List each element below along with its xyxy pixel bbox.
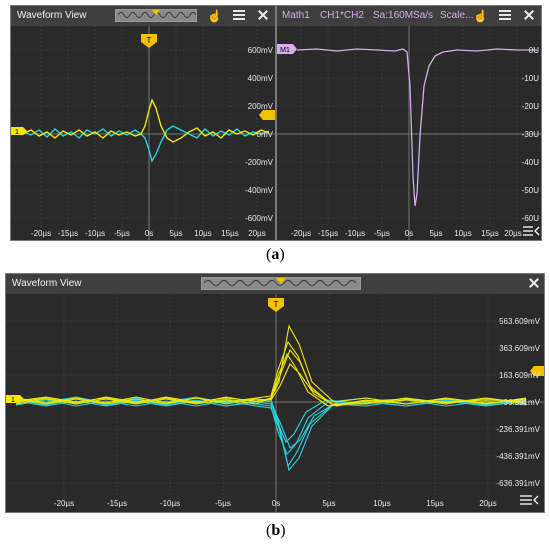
- y-tick: -636.391mV: [496, 479, 540, 488]
- y-tick: -600mV: [245, 214, 274, 223]
- x-tick: -10µs: [85, 229, 105, 238]
- x-tick: -5µs: [374, 229, 390, 238]
- title-bar: Waveform View ☝: [11, 6, 275, 26]
- math-expression[interactable]: CH1*CH2: [320, 10, 364, 21]
- x-tick: 20µs: [248, 229, 266, 238]
- x-tick: 0s: [405, 229, 413, 238]
- scale-setting[interactable]: Scale...: [440, 10, 474, 21]
- waveform-plot-a-left: T 1 600mV 400mV 200mV 0mV -200mV -400mV …: [11, 26, 275, 240]
- y-tick: -50U: [522, 186, 540, 195]
- waveform-plot-a-right: M1 0U -10U -20U -30U -40U -50U -60U -20µ…: [277, 26, 541, 240]
- x-tick: 15µs: [221, 229, 239, 238]
- y-axis-ticks: 600mV 400mV 200mV 0mV -200mV -400mV -600…: [245, 46, 274, 223]
- x-tick: 15µs: [426, 499, 444, 508]
- x-tick: -20µs: [291, 229, 311, 238]
- menu-icon[interactable]: [233, 10, 245, 21]
- channel1-marker[interactable]: 1: [6, 395, 24, 404]
- trigger-level-marker[interactable]: [259, 110, 275, 120]
- menu-icon[interactable]: [499, 10, 511, 21]
- y-tick: -10U: [522, 74, 540, 83]
- x-tick: 5µs: [429, 229, 442, 238]
- close-icon[interactable]: [528, 277, 540, 289]
- panel-title: Waveform View: [12, 278, 82, 289]
- trigger-marker[interactable]: T: [268, 298, 284, 312]
- x-axis-ticks: -20µs -15µs -10µs -5µs 0s 5µs 10µs 15µs …: [31, 229, 266, 238]
- trigger-label: T: [147, 36, 152, 45]
- math-label: M1: [280, 47, 290, 54]
- close-icon[interactable]: [523, 9, 535, 21]
- ch1-trace: [22, 98, 270, 143]
- x-tick: 10µs: [194, 229, 212, 238]
- y-tick: 0mV: [257, 130, 274, 139]
- touch-gesture-icon[interactable]: ☝: [207, 9, 222, 23]
- x-tick: -15µs: [58, 229, 78, 238]
- caption-b: (b): [266, 522, 286, 539]
- trigger-level-marker[interactable]: [530, 366, 544, 376]
- ch2-traces: [15, 396, 527, 472]
- y-tick: -436.391mV: [496, 452, 540, 461]
- waveform-plot-b: T 1 563.609mV 363.609mV 163.609mV -36.39…: [6, 294, 544, 512]
- caption-a: (a): [266, 246, 285, 263]
- close-icon[interactable]: [257, 9, 269, 21]
- channel1-label: 1: [15, 129, 19, 136]
- ch1-traces: [15, 324, 527, 407]
- y-tick: 563.609mV: [499, 317, 541, 326]
- y-tick: 200mV: [248, 102, 274, 111]
- channel1-label: 1: [11, 397, 15, 404]
- x-tick: 20µs: [504, 229, 522, 238]
- x-tick: 20µs: [479, 499, 497, 508]
- math-trace: [296, 48, 537, 207]
- caption-a-letter: a: [271, 246, 280, 263]
- x-tick: 5µs: [322, 499, 335, 508]
- y-tick: -400mV: [245, 186, 274, 195]
- y-tick: 163.609mV: [499, 371, 541, 380]
- x-tick: 15µs: [481, 229, 499, 238]
- timebase-navigator[interactable]: [115, 9, 197, 22]
- trigger-label: T: [274, 300, 279, 309]
- channel1-marker[interactable]: 1: [11, 127, 27, 136]
- caption-b-letter: b: [271, 522, 281, 539]
- x-tick: -15µs: [318, 229, 338, 238]
- x-tick: -20µs: [31, 229, 51, 238]
- x-tick: 0s: [145, 229, 153, 238]
- timebase-navigator[interactable]: [201, 277, 361, 290]
- collapse-icon[interactable]: [523, 226, 540, 236]
- y-tick: -40U: [522, 158, 540, 167]
- sample-rate: Sa:160MSa/s: [373, 10, 434, 21]
- x-tick: -5µs: [114, 229, 130, 238]
- navigator-wave-icon: [117, 10, 197, 18]
- y-tick: -60U: [522, 214, 540, 223]
- x-tick: 10µs: [373, 499, 391, 508]
- y-tick: 363.609mV: [499, 344, 541, 353]
- grid: [11, 26, 275, 240]
- y-tick: -236.391mV: [496, 425, 540, 434]
- y-tick: 400mV: [248, 74, 274, 83]
- x-tick: -20µs: [54, 499, 74, 508]
- math-channel-name[interactable]: Math1: [282, 10, 310, 21]
- y-tick: 0U: [529, 46, 539, 55]
- touch-gesture-icon[interactable]: ☝: [473, 9, 488, 23]
- panel-title: Waveform View: [17, 10, 87, 21]
- math-marker[interactable]: M1: [277, 44, 297, 54]
- x-tick: 10µs: [454, 229, 472, 238]
- x-tick: -10µs: [345, 229, 365, 238]
- panel-b: Waveform View: [5, 273, 545, 513]
- title-bar: Waveform View: [6, 274, 544, 294]
- navigator-wave-icon: [203, 278, 357, 286]
- y-tick: -200mV: [245, 158, 274, 167]
- x-tick: -10µs: [160, 499, 180, 508]
- panel-a-left: Waveform View ☝ T: [10, 5, 276, 241]
- x-tick: -15µs: [107, 499, 127, 508]
- x-tick: 0s: [272, 499, 280, 508]
- x-tick: 5µs: [169, 229, 182, 238]
- x-tick: -5µs: [215, 499, 231, 508]
- y-tick: -30U: [522, 130, 540, 139]
- collapse-icon[interactable]: [520, 495, 539, 505]
- y-tick: -36.391mV: [501, 398, 541, 407]
- trigger-marker[interactable]: T: [141, 34, 157, 48]
- panel-a-right: Math1 CH1*CH2 Sa:160MSa/s Scale... ☝ M1 …: [276, 5, 542, 241]
- y-tick: -20U: [522, 102, 540, 111]
- y-tick: 600mV: [248, 46, 274, 55]
- math-title-bar: Math1 CH1*CH2 Sa:160MSa/s Scale... ☝: [277, 6, 541, 26]
